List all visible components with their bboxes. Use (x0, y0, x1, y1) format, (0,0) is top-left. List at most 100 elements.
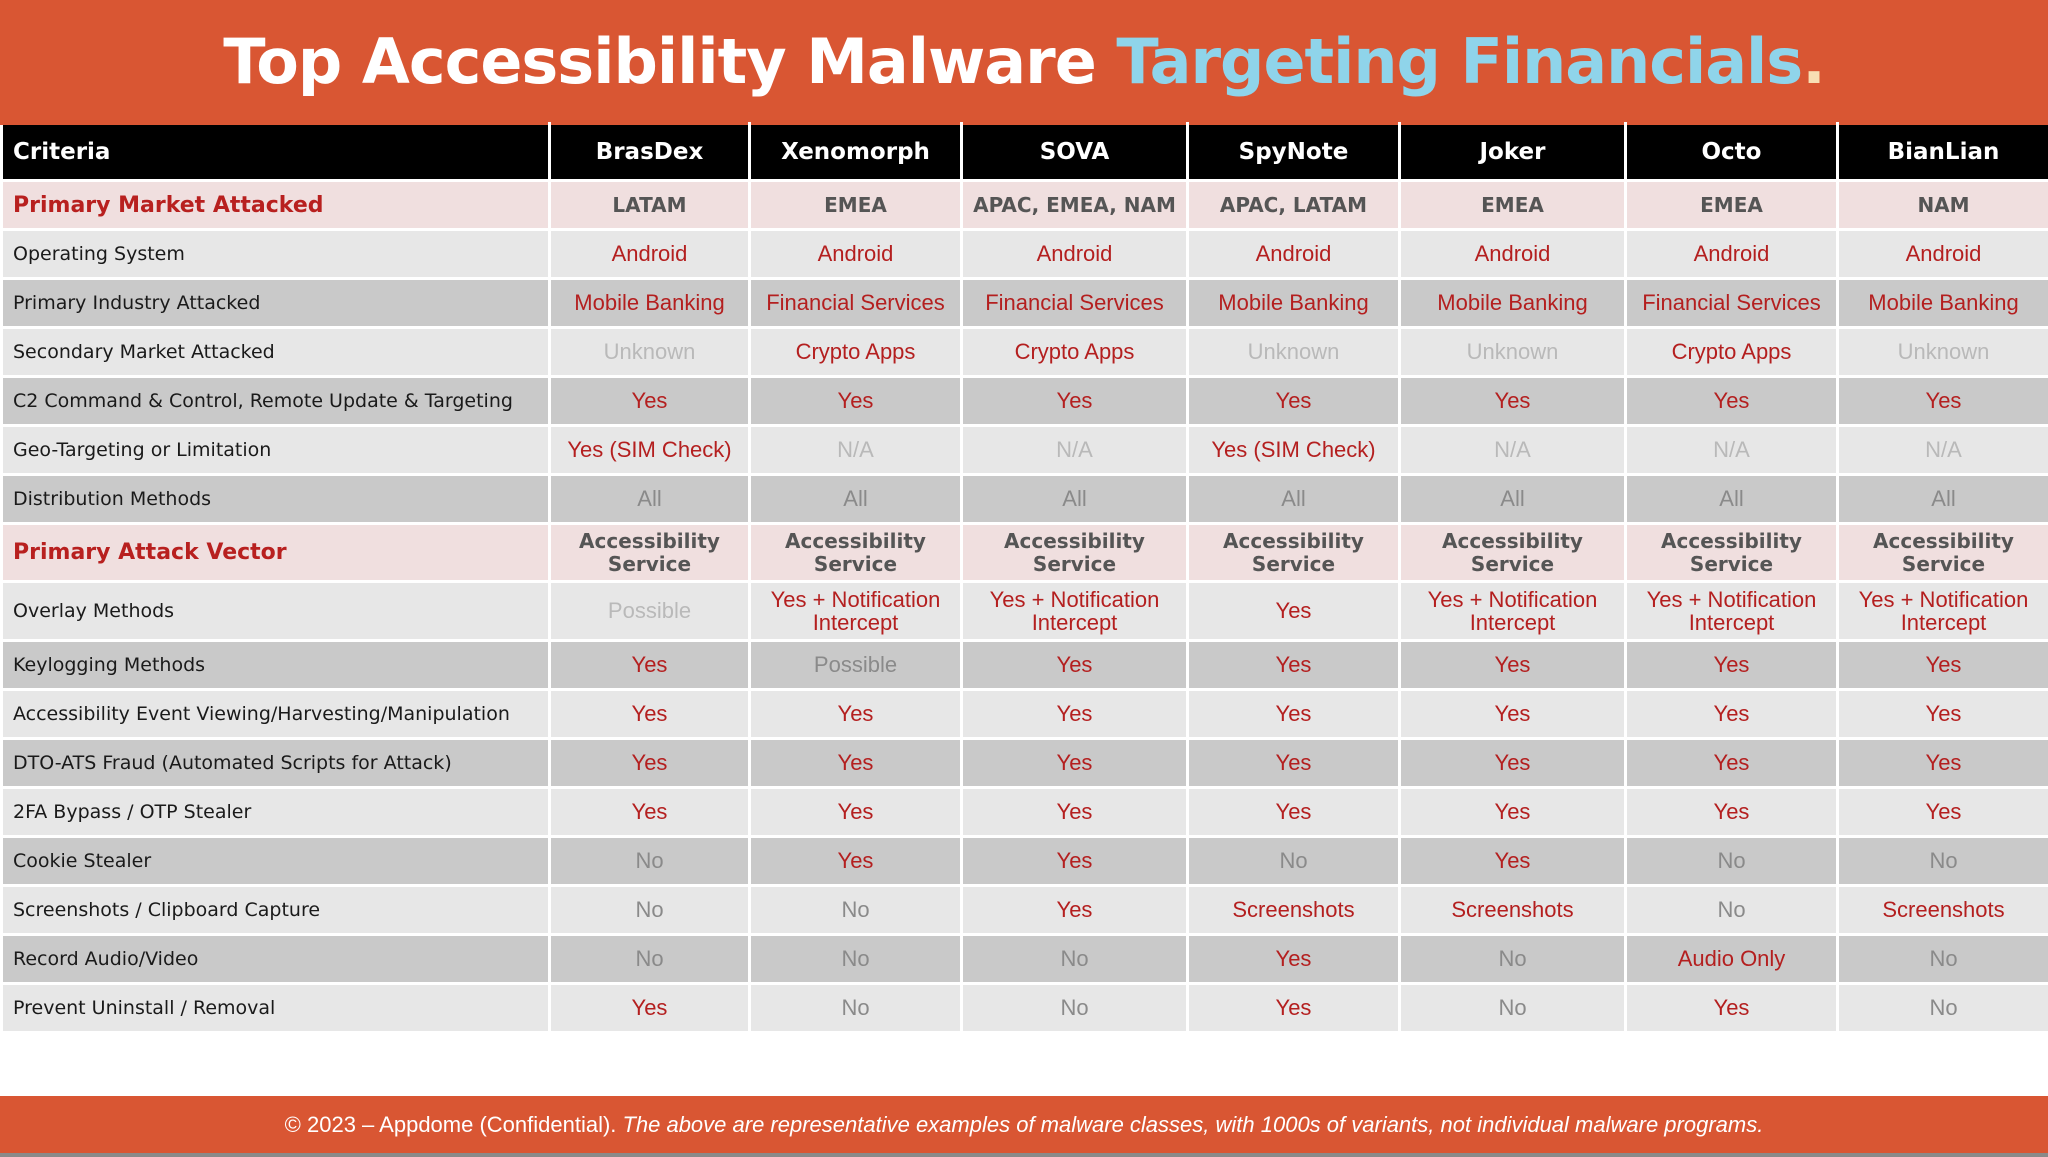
row-label: Primary Industry Attacked (0, 277, 551, 329)
table-row-screenshots-clipboard: Screenshots / Clipboard Capture No No Ye… (0, 884, 2048, 936)
cell-xenomorph: Financial Services (748, 277, 963, 329)
table-row-accessibility-event: Accessibility Event Viewing/Harvesting/M… (0, 688, 2048, 740)
page-title: Top Accessibility Malware Targeting Fina… (223, 24, 1826, 98)
cell-xenomorph: No (748, 884, 963, 936)
cell-spynote: No (1186, 835, 1401, 887)
table-row-primary-market: Primary Market Attacked LATAM EMEA APAC,… (0, 179, 2048, 231)
cell-spynote: Yes (1186, 688, 1401, 740)
table-row-overlay-methods: Overlay Methods Possible Yes + Notificat… (0, 580, 2048, 642)
cell-xenomorph: Yes (748, 688, 963, 740)
cell-joker: Accessibility Service (1398, 522, 1627, 583)
cell-joker: No (1398, 982, 1627, 1034)
cell-xenomorph: No (748, 982, 963, 1034)
header-spynote: SpyNote (1186, 122, 1401, 182)
cell-joker: Yes (1398, 835, 1627, 887)
cell-sova: Yes (960, 884, 1189, 936)
cell-spynote: Yes (1186, 982, 1401, 1034)
cell-octo: Yes (1624, 688, 1839, 740)
footer-copyright: © 2023 – Appdome (Confidential). (284, 1111, 617, 1137)
cell-brasdex: Mobile Banking (548, 277, 751, 329)
cell-bianlian: All (1836, 473, 2048, 525)
cell-octo: All (1624, 473, 1839, 525)
cell-brasdex: Yes (548, 737, 751, 789)
cell-bianlian: No (1836, 982, 2048, 1034)
cell-spynote: Yes (SIM Check) (1186, 424, 1401, 476)
comparison-table-container: Criteria BrasDex Xenomorph SOVA SpyNote … (0, 122, 2048, 1096)
cell-octo: Accessibility Service (1624, 522, 1839, 583)
cell-bianlian: No (1836, 835, 2048, 887)
cell-bianlian: Yes (1836, 639, 2048, 691)
cell-spynote: Mobile Banking (1186, 277, 1401, 329)
cell-xenomorph: No (748, 933, 963, 985)
cell-xenomorph: Yes (748, 835, 963, 887)
cell-spynote: All (1186, 473, 1401, 525)
row-label: C2 Command & Control, Remote Update & Ta… (0, 375, 551, 427)
cell-joker: Yes (1398, 688, 1627, 740)
header-joker: Joker (1398, 122, 1627, 182)
row-label: Geo-Targeting or Limitation (0, 424, 551, 476)
table-row-dto-ats-fraud: DTO-ATS Fraud (Automated Scripts for Att… (0, 737, 2048, 789)
header-brasdex: BrasDex (548, 122, 751, 182)
cell-bianlian: Unknown (1836, 326, 2048, 378)
header-sova: SOVA (960, 122, 1189, 182)
cell-xenomorph: EMEA (748, 179, 963, 231)
row-label: Overlay Methods (0, 580, 551, 642)
cell-octo: EMEA (1624, 179, 1839, 231)
cell-sova: Android (960, 228, 1189, 280)
table-row-keylogging: Keylogging Methods Yes Possible Yes Yes … (0, 639, 2048, 691)
cell-brasdex: Unknown (548, 326, 751, 378)
row-label: Primary Attack Vector (0, 522, 551, 583)
cell-joker: No (1398, 933, 1627, 985)
cell-spynote: APAC, LATAM (1186, 179, 1401, 231)
cell-sova: Yes + Notification Intercept (960, 580, 1189, 642)
table-row-c2: C2 Command & Control, Remote Update & Ta… (0, 375, 2048, 427)
cell-bianlian: Mobile Banking (1836, 277, 2048, 329)
cell-spynote: Yes (1186, 580, 1401, 642)
cell-octo: No (1624, 835, 1839, 887)
table-row-geo-targeting: Geo-Targeting or Limitation Yes (SIM Che… (0, 424, 2048, 476)
cell-sova: APAC, EMEA, NAM (960, 179, 1189, 231)
cell-bianlian: N/A (1836, 424, 2048, 476)
cell-octo: Yes + Notification Intercept (1624, 580, 1839, 642)
row-label: Secondary Market Attacked (0, 326, 551, 378)
table-row-record-audio-video: Record Audio/Video No No No Yes No Audio… (0, 933, 2048, 985)
cell-sova: Financial Services (960, 277, 1189, 329)
cell-bianlian: Yes + Notification Intercept (1836, 580, 2048, 642)
row-label: Primary Market Attacked (0, 179, 551, 231)
cell-joker: Yes (1398, 375, 1627, 427)
cell-xenomorph: Yes (748, 375, 963, 427)
cell-joker: Yes (1398, 786, 1627, 838)
cell-spynote: Unknown (1186, 326, 1401, 378)
cell-joker: N/A (1398, 424, 1627, 476)
footer-disclaimer: The above are representative examples of… (622, 1111, 1764, 1137)
cell-spynote: Android (1186, 228, 1401, 280)
cell-spynote: Yes (1186, 639, 1401, 691)
cell-xenomorph: Android (748, 228, 963, 280)
table-row-primary-attack-vector: Primary Attack Vector Accessibility Serv… (0, 522, 2048, 583)
cell-sova: No (960, 933, 1189, 985)
header-criteria: Criteria (0, 122, 551, 182)
cell-joker: Mobile Banking (1398, 277, 1627, 329)
cell-xenomorph: Yes + Notification Intercept (748, 580, 963, 642)
cell-brasdex: Accessibility Service (548, 522, 751, 583)
cell-spynote: Yes (1186, 786, 1401, 838)
cell-octo: Yes (1624, 375, 1839, 427)
cell-octo: N/A (1624, 424, 1839, 476)
cell-sova: Yes (960, 639, 1189, 691)
cell-spynote: Yes (1186, 737, 1401, 789)
cell-bianlian: No (1836, 933, 2048, 985)
cell-joker: Yes + Notification Intercept (1398, 580, 1627, 642)
table-header-row: Criteria BrasDex Xenomorph SOVA SpyNote … (0, 122, 2048, 182)
cell-brasdex: No (548, 835, 751, 887)
cell-octo: Yes (1624, 737, 1839, 789)
cell-brasdex: No (548, 884, 751, 936)
cell-brasdex: Yes (548, 375, 751, 427)
cell-octo: Yes (1624, 639, 1839, 691)
cell-xenomorph: Accessibility Service (748, 522, 963, 583)
header-xenomorph: Xenomorph (748, 122, 963, 182)
table-row-cookie-stealer: Cookie Stealer No Yes Yes No Yes No No (0, 835, 2048, 887)
cell-sova: Accessibility Service (960, 522, 1189, 583)
cell-bianlian: NAM (1836, 179, 2048, 231)
title-part-accent: Targeting Financials (1116, 24, 1803, 98)
table-row-secondary-market: Secondary Market Attacked Unknown Crypto… (0, 326, 2048, 378)
